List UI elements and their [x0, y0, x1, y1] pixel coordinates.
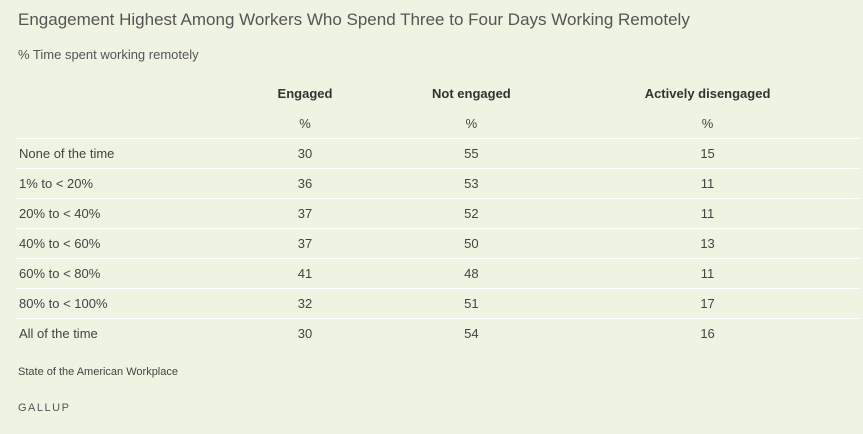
- unit-engaged: %: [299, 115, 311, 131]
- cell-actively-disengaged: 17: [700, 296, 715, 311]
- cell-actively-disengaged: 11: [700, 206, 715, 221]
- cell-actively-disengaged: 16: [700, 326, 715, 341]
- cell-not-engaged: 53: [464, 176, 479, 191]
- table-row: 60% to < 80% 41 48 11: [16, 258, 860, 288]
- table-row: 20% to < 40% 37 52 11: [16, 198, 860, 228]
- cell-engaged: 41: [297, 266, 313, 281]
- gallup-wordmark: GALLUP: [18, 402, 71, 414]
- header-not-engaged: Not engaged: [432, 85, 511, 101]
- unit-row: % % %: [16, 108, 860, 138]
- chart-subtitle: % Time spent working remotely: [18, 47, 199, 62]
- cell-engaged: 30: [297, 146, 313, 161]
- unit-not-engaged: %: [465, 115, 478, 131]
- cell-not-engaged: 55: [464, 146, 479, 161]
- row-label: 60% to < 80%: [19, 266, 101, 281]
- cell-engaged: 32: [297, 296, 313, 311]
- cell-not-engaged: 52: [464, 206, 479, 221]
- source-note: State of the American Workplace: [18, 366, 178, 378]
- cell-actively-disengaged: 13: [700, 236, 715, 251]
- row-label: All of the time: [19, 326, 98, 341]
- table-row: 40% to < 60% 37 50 13: [16, 228, 860, 258]
- table-row: All of the time 30 54 16: [16, 318, 860, 348]
- table-row: 1% to < 20% 36 53 11: [16, 168, 860, 198]
- cell-actively-disengaged: 11: [700, 176, 715, 191]
- row-label: 80% to < 100%: [19, 296, 108, 311]
- cell-not-engaged: 54: [464, 326, 479, 341]
- header-actively-disengaged: Actively disengaged: [644, 85, 771, 101]
- cell-engaged: 37: [297, 236, 313, 251]
- engagement-table: Engaged Not engaged Actively disengaged …: [16, 78, 860, 348]
- cell-not-engaged: 50: [464, 236, 479, 251]
- row-label: 20% to < 40%: [19, 206, 101, 221]
- row-label: None of the time: [19, 146, 115, 161]
- cell-actively-disengaged: 11: [700, 266, 715, 281]
- cell-engaged: 37: [297, 206, 313, 221]
- row-label: 1% to < 20%: [19, 176, 94, 191]
- header-row: Engaged Not engaged Actively disengaged: [16, 78, 860, 108]
- cell-engaged: 30: [297, 326, 313, 341]
- table-row: None of the time 30 55 15: [16, 138, 860, 168]
- table-body: None of the time 30 55 15 1% to < 20% 36 53 11 2…: [16, 138, 860, 348]
- table-row: 80% to < 100% 32 51 17: [16, 288, 860, 318]
- unit-actively-disengaged: %: [701, 115, 714, 131]
- row-label: 40% to < 60%: [19, 236, 101, 251]
- cell-not-engaged: 51: [464, 296, 479, 311]
- cell-not-engaged: 48: [464, 266, 479, 281]
- chart-title: Engagement Highest Among Workers Who Spe…: [18, 10, 690, 29]
- cell-actively-disengaged: 15: [700, 146, 715, 161]
- cell-engaged: 36: [297, 176, 313, 191]
- header-engaged: Engaged: [277, 85, 333, 101]
